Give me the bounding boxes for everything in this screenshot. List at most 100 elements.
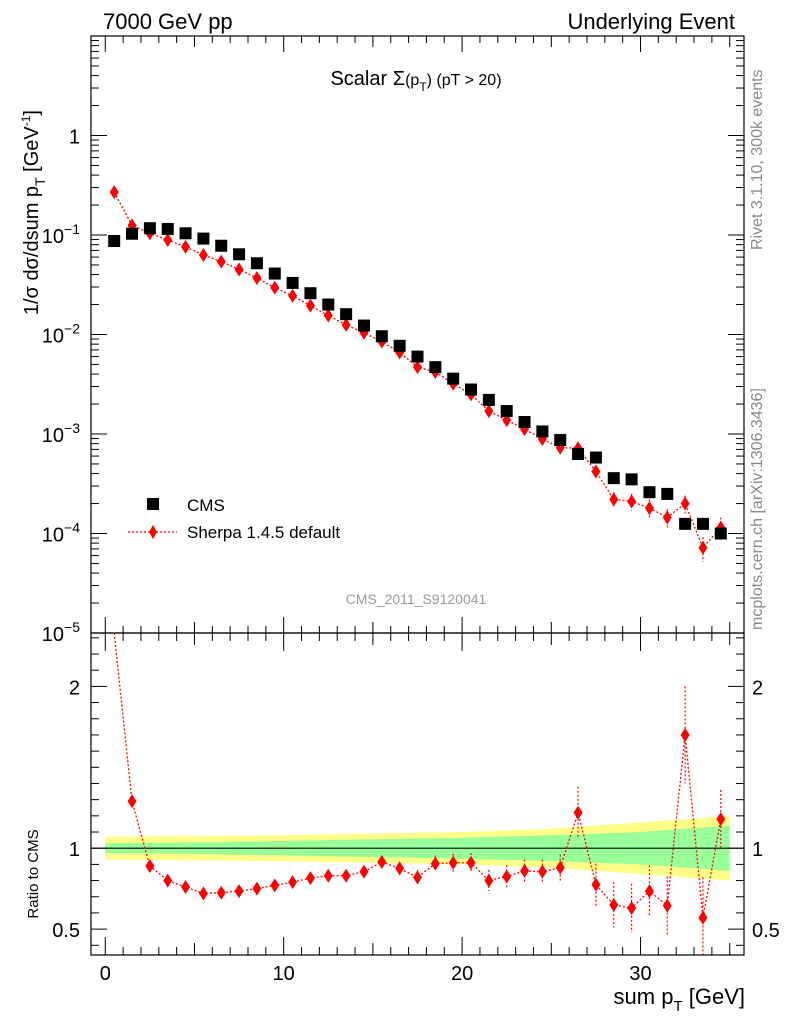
main-plot-frame <box>90 35 745 634</box>
y-axis-label: 1/σ dσ/dsum pT [GeV-1] <box>19 110 48 315</box>
cms-point <box>607 472 620 485</box>
ratio-sherpa-series <box>113 632 726 955</box>
main-y-tick-label: 1 <box>69 127 80 149</box>
mcplots-label: mcplots.cern.ch [arXiv:1306.3436] <box>749 388 766 630</box>
ratio-point <box>377 854 387 869</box>
legend-cms-marker <box>147 498 159 510</box>
ratio-tick-labels: 0.5 0.51 12 20 10 20 30 <box>52 677 780 985</box>
cms-point <box>661 487 674 500</box>
cms-point <box>357 319 370 332</box>
ratio-point <box>341 868 351 883</box>
chart-title-main: Scalar <box>330 68 392 90</box>
x-axis-label-sub: T <box>673 998 682 1015</box>
cms-point <box>393 339 406 352</box>
ratio-panel: 0.5 0.51 12 20 10 20 30 Ratio to CMS sum pT [G… <box>25 632 780 1015</box>
sherpa-point <box>609 492 619 507</box>
rivet-label: Rivet 3.1.10, 300k events <box>749 69 766 250</box>
sherpa-point <box>288 288 298 303</box>
main-y-tick-label: 10−4 <box>42 520 80 547</box>
ratio-y-tick-label-right: 2 <box>752 677 763 699</box>
main-panel: 110−110−210−310−410−5 CMS_2011_S9120041 … <box>19 35 745 647</box>
y-axis-label-sub: T <box>32 177 48 186</box>
ratio-point <box>609 897 619 912</box>
sherpa-point <box>270 280 280 295</box>
ratio-point <box>127 794 137 809</box>
main-y-tick-label: 10−3 <box>42 420 80 447</box>
cms-point <box>696 517 709 530</box>
ratio-point <box>484 873 494 888</box>
ratio-point <box>181 880 191 895</box>
sherpa-point <box>252 270 262 285</box>
x-axis-label: sum pT [GeV] <box>614 984 745 1015</box>
main-y-tick-label: 10−5 <box>42 619 80 646</box>
ratio-plot-frame <box>90 632 745 956</box>
cms-point <box>250 257 263 270</box>
x-axis-label-main: sum p <box>614 984 674 1009</box>
ratio-point <box>270 878 280 893</box>
ratio-point <box>359 864 369 879</box>
sherpa-point <box>591 464 601 479</box>
sherpa-point <box>413 360 422 375</box>
x-tick-label: 0 <box>100 963 111 985</box>
ratio-point <box>305 871 315 886</box>
cms-point <box>465 383 478 396</box>
y-axis-label-main: 1/σ dσ/dsum p <box>21 186 43 315</box>
ratio-point <box>537 864 547 879</box>
sherpa-point <box>644 501 654 516</box>
ratio-point <box>627 901 637 916</box>
cms-point <box>268 267 281 280</box>
sherpa-point <box>698 540 708 555</box>
main-y-tick-label: 10−2 <box>42 321 80 348</box>
ratio-point <box>395 861 405 876</box>
legend-cms-label: CMS <box>187 496 225 515</box>
ratio-point <box>430 856 440 871</box>
ratio-point <box>288 875 298 890</box>
cms-point <box>215 239 228 252</box>
ratio-point <box>555 860 565 875</box>
ratio-point <box>520 863 530 878</box>
cms-point <box>322 298 335 311</box>
legend-sherpa-marker <box>149 525 157 539</box>
ratio-y-tick-label-right: 0.5 <box>752 920 780 942</box>
main-y-tick-label: 10−1 <box>42 221 80 248</box>
sherpa-point <box>181 239 191 254</box>
ratio-point <box>716 812 726 827</box>
ratio-point <box>573 805 583 820</box>
chart-title-sigma: Σ <box>393 68 405 90</box>
cms-point <box>500 405 513 418</box>
ratio-axis-ticks <box>91 633 744 955</box>
cms-point <box>643 486 656 499</box>
cms-point <box>197 232 210 245</box>
cms-point <box>233 248 246 261</box>
sherpa-point <box>234 262 244 277</box>
header-left: 7000 GeV pp <box>103 9 233 34</box>
sherpa-point <box>662 510 672 525</box>
main-axis-ticks <box>91 36 744 634</box>
cms-series <box>108 222 727 540</box>
cms-point <box>411 350 424 363</box>
ratio-y-axis-label: Ratio to CMS <box>25 829 42 918</box>
chart-title-sub: T <box>419 80 427 94</box>
header-right: Underlying Event <box>567 9 735 34</box>
ratio-point <box>591 877 601 892</box>
ratio-point <box>323 868 333 883</box>
ratio-point <box>413 870 422 885</box>
chart-title: Scalar Σ(pT) (pT > 20) <box>330 68 501 94</box>
cms-point <box>518 416 531 429</box>
cms-point <box>286 276 299 289</box>
ratio-y-tick-label-right: 1 <box>752 839 763 861</box>
sherpa-point <box>216 254 226 269</box>
sherpa-point <box>305 298 315 313</box>
chart-title-post: ) <box>427 72 432 89</box>
sherpa-point <box>163 233 173 248</box>
x-tick-label: 30 <box>629 963 651 985</box>
cms-point <box>554 434 567 447</box>
x-axis-label-unit: [GeV] <box>683 984 745 1009</box>
sherpa-point <box>323 308 333 323</box>
cms-point <box>161 222 174 235</box>
ratio-point <box>145 859 155 874</box>
main-y-tick-labels: 1 10−1 10−2 10−3 10−4 10−5 <box>42 127 80 647</box>
ratio-point <box>448 855 458 870</box>
ratio-point <box>198 886 208 901</box>
chart-title-cut: (pT > 20) <box>432 72 502 89</box>
